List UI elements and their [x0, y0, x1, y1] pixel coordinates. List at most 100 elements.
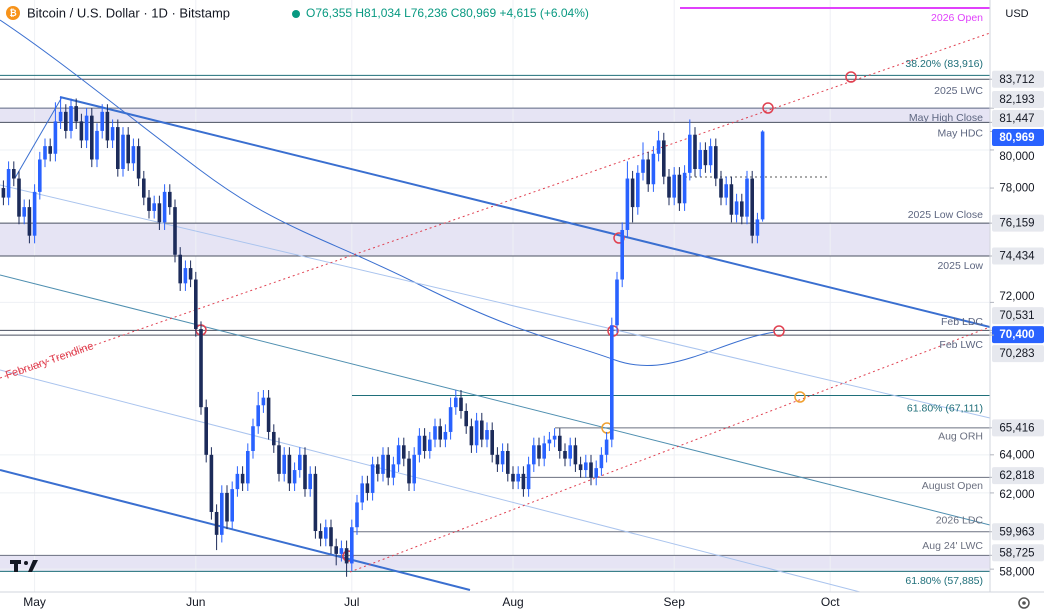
candle-body — [194, 279, 198, 330]
candle-body — [584, 462, 588, 471]
candle-body — [542, 443, 546, 459]
candle-body — [32, 191, 37, 236]
candle-body — [69, 106, 73, 131]
candle-body — [105, 111, 110, 141]
price-tag-label: 83,712 — [999, 74, 1034, 86]
candle-body — [183, 268, 188, 284]
candle-body — [443, 431, 448, 440]
candle-body — [547, 439, 552, 444]
candle-body — [287, 454, 292, 484]
pivot-circle — [773, 325, 785, 337]
price-tag — [992, 326, 1044, 344]
candle-body — [578, 464, 583, 471]
price-tag — [992, 345, 1044, 363]
candle-body — [537, 445, 541, 459]
candle-body — [760, 131, 765, 220]
logo-part — [14, 560, 18, 572]
price-tag-label: 74,434 — [999, 251, 1035, 263]
candle-body — [22, 207, 26, 217]
settings-icon-center[interactable] — [1022, 601, 1026, 605]
bitcoin-icon-glyph: ₿ — [9, 8, 16, 18]
bitcoin-icon — [6, 6, 20, 20]
candle-body — [740, 201, 744, 217]
candle-body — [433, 426, 437, 440]
trend-line — [0, 469, 471, 591]
candle-body — [454, 397, 458, 408]
support-trendline — [349, 326, 990, 573]
candle-body — [282, 454, 286, 474]
tradingview-logo — [10, 560, 38, 572]
candle-body — [459, 397, 463, 411]
price-tag — [992, 109, 1044, 127]
candle-body — [417, 435, 422, 455]
level-note: 2026 LDC — [936, 515, 984, 527]
candle-body — [256, 405, 260, 427]
candle-body — [615, 279, 619, 326]
candle-body — [6, 169, 11, 198]
y-tick-label: 64,000 — [999, 449, 1034, 461]
candle-body — [506, 451, 510, 474]
candle-body — [724, 184, 728, 198]
candle-body — [95, 130, 99, 160]
candle-body — [677, 174, 682, 204]
candle-body — [350, 527, 354, 564]
candle-body — [610, 325, 614, 440]
pivot-circle — [794, 391, 806, 403]
candle-body — [750, 178, 754, 236]
candle-body — [277, 445, 281, 474]
candle-body — [214, 511, 219, 535]
candle-body — [438, 426, 442, 440]
price-tag — [992, 523, 1044, 541]
candle-body — [386, 454, 390, 478]
price-tag — [992, 247, 1044, 265]
candle-body — [235, 473, 240, 490]
candle-body — [261, 397, 266, 406]
y-tick-label: 58,000 — [999, 566, 1034, 578]
level-note: 2025 LWC — [934, 85, 983, 97]
candle-body — [355, 502, 359, 528]
candle-body — [734, 201, 739, 215]
candle-body — [708, 146, 713, 166]
candle-body — [480, 420, 484, 440]
candle-body — [84, 115, 89, 141]
candle-body — [402, 445, 406, 459]
status-dot — [292, 10, 300, 18]
candle-body — [12, 169, 16, 179]
candle-body — [152, 203, 156, 211]
candle-body — [568, 445, 572, 459]
trend-line — [14, 96, 63, 179]
candle-body — [682, 172, 687, 204]
level-note: May HDC — [937, 127, 983, 139]
candle-body — [324, 527, 328, 539]
price-tag-label: 62,818 — [999, 470, 1034, 482]
price-tag — [992, 307, 1044, 325]
candle-body — [142, 178, 146, 198]
price-tag-label: 65,416 — [999, 422, 1034, 434]
candle-body — [230, 489, 234, 522]
candle-body — [714, 146, 718, 179]
candle-body — [318, 531, 323, 539]
candle-body — [448, 407, 453, 432]
candle-body — [745, 178, 749, 217]
candle-body — [376, 464, 380, 474]
candle-body — [308, 473, 312, 490]
candle-body — [407, 458, 411, 484]
candle-body — [672, 174, 676, 198]
candle-body — [38, 159, 42, 192]
price-tag — [992, 70, 1044, 88]
price-tag-label: 70,400 — [999, 329, 1034, 341]
settings-icon[interactable] — [1018, 597, 1030, 609]
y-tick-label: 80,000 — [999, 151, 1034, 163]
x-tick-label: Oct — [821, 595, 840, 609]
candle-body — [220, 492, 224, 535]
candle-body — [329, 527, 333, 547]
candle-body — [339, 548, 344, 554]
candle-body — [641, 159, 645, 173]
candle-body — [131, 146, 136, 164]
candle-body — [74, 106, 78, 122]
candle-body — [662, 140, 666, 177]
candle-body — [552, 435, 557, 440]
level-note: Feb LWC — [939, 339, 983, 351]
price-tag-label: 59,963 — [999, 526, 1034, 538]
candle-body — [526, 464, 531, 490]
